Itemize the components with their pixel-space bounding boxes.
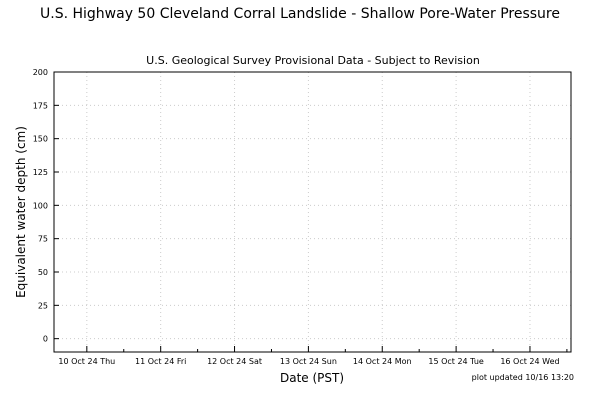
plot-updated-note: plot updated 10/16 13:20 xyxy=(471,373,574,382)
x-tick-label: 15 Oct 24 Tue xyxy=(428,357,484,366)
x-tick-label: 13 Oct 24 Sun xyxy=(280,357,337,366)
x-tick-label: 12 Oct 24 Sat xyxy=(207,357,262,366)
x-axis-label: Date (PST) xyxy=(280,371,344,385)
grid-lines xyxy=(54,71,571,352)
x-tick-labels: 10 Oct 24 Thu 11 Oct 24 Fri 12 Oct 24 Sat 1… xyxy=(58,357,559,366)
y-tick-label: 50 xyxy=(38,268,48,277)
y-axis-label: Equivalent water depth (cm) xyxy=(14,126,28,298)
y-tick-label: 75 xyxy=(38,235,48,244)
y-tick-label: 25 xyxy=(38,301,48,310)
chart-subtitle: U.S. Geological Survey Provisional Data … xyxy=(146,54,480,67)
x-tick-label: 14 Oct 24 Mon xyxy=(353,357,412,366)
y-tick-label: 125 xyxy=(33,168,48,177)
y-tick-label: 200 xyxy=(33,68,48,77)
y-tick-label: 175 xyxy=(33,101,48,110)
x-tick-label: 11 Oct 24 Fri xyxy=(135,357,186,366)
x-tick-label: 16 Oct 24 Wed xyxy=(500,357,559,366)
y-tick-label: 100 xyxy=(33,201,48,210)
chart-title: U.S. Highway 50 Cleveland Corral Landsli… xyxy=(40,6,560,22)
x-tick-label: 10 Oct 24 Thu xyxy=(58,357,115,366)
y-tick-label: 150 xyxy=(33,135,48,144)
plot-frame xyxy=(53,71,572,353)
y-tick-labels: 0 25 50 75 100 125 150 175 200 xyxy=(33,68,48,344)
axis-ticks xyxy=(54,71,568,352)
y-tick-label: 0 xyxy=(43,335,48,344)
